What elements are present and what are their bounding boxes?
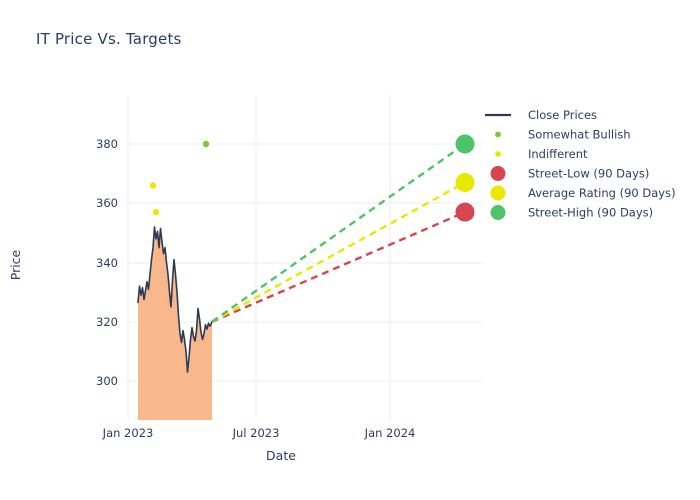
y-axis-title: Price (8, 249, 23, 280)
target-trend-line-average-rating-90-days- (211, 181, 466, 323)
legend-label-street-low-90-days[interactable]: Street-Low (90 Days) (528, 167, 649, 181)
target-marker-street-low-90-days-[interactable] (455, 202, 475, 222)
legend-label-somewhat-bullish[interactable]: Somewhat Bullish (528, 128, 631, 142)
legend-label-street-high-90-days[interactable]: Street-High (90 Days) (528, 206, 653, 220)
gridlines-group (127, 95, 483, 420)
legend-marker-street-low-90-days (490, 166, 506, 181)
legend-marker-street-high-90-days (490, 205, 506, 220)
target-trend-line-street-high-90-days- (211, 143, 466, 323)
legend-marker-average-rating-90-days (490, 185, 506, 201)
scatter-point-indifferent-1 (152, 208, 160, 216)
close-prices-line (137, 226, 213, 373)
y-tick-label-300: 300 (96, 374, 118, 388)
page-title: IT Price Vs. Targets (36, 30, 182, 48)
target-trend-line-street-low-90-days- (211, 211, 466, 323)
x-tick-label-jan-2023: Jan 2023 (102, 426, 154, 440)
x-tick-label-jan-2024: Jan 2024 (364, 426, 416, 440)
y-tick-label-340: 340 (96, 256, 118, 270)
target-marker-street-high-90-days-[interactable] (455, 134, 475, 154)
data-series-group (137, 134, 475, 420)
legend-label-close-prices[interactable]: Close Prices (528, 108, 597, 122)
legend-marker-indifferent (495, 151, 501, 157)
scatter-point-indifferent-0 (149, 182, 157, 189)
x-axis-ticks: Jan 2023 Jul 2023 Jan 2024 (102, 426, 416, 440)
y-tick-label-380: 380 (96, 137, 118, 151)
legend-marker-somewhat-bullish (495, 131, 501, 138)
y-axis-ticks: 380 360 340 320 300 (96, 137, 118, 388)
y-tick-label-320: 320 (96, 315, 118, 329)
chart-legend: Close Prices Somewhat Bullish Indifferent S… (485, 108, 676, 220)
legend-label-average-rating-90-days[interactable]: Average Rating (90 Days) (528, 186, 676, 200)
y-tick-label-360: 360 (96, 196, 118, 210)
close-prices-area-fill (138, 226, 212, 420)
x-tick-label-jul-2023: Jul 2023 (232, 426, 280, 440)
target-marker-average-rating-90-days-[interactable] (455, 173, 475, 193)
scatter-point-somewhat-bullish-0 (202, 140, 210, 148)
legend-label-indifferent[interactable]: Indifferent (528, 147, 588, 161)
x-axis-title: Date (266, 448, 296, 463)
